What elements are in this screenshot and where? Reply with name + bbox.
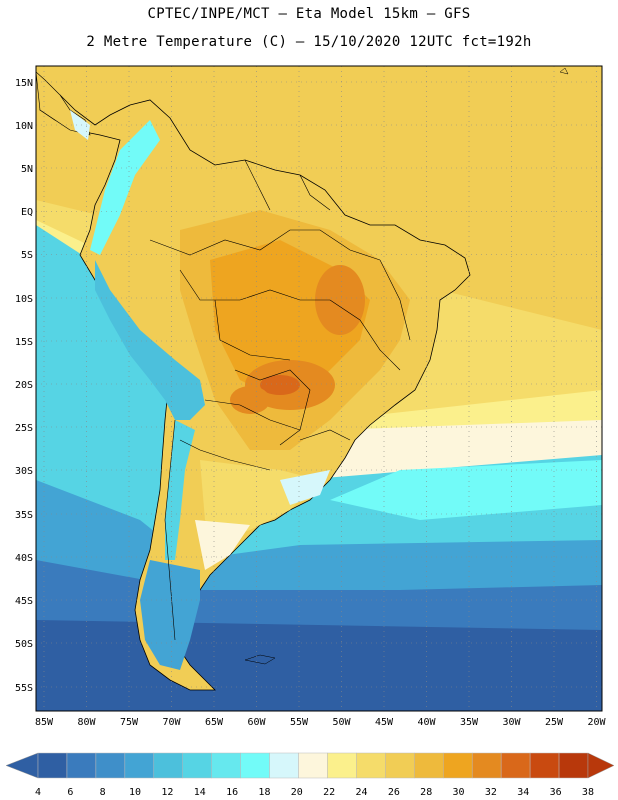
colorbar-swatch xyxy=(240,752,270,779)
patagonia-cool xyxy=(140,560,200,670)
colorbar-swatch xyxy=(298,752,328,779)
andes-north-cool xyxy=(90,120,160,255)
colorbar-tick-label: 32 xyxy=(485,787,497,798)
colorbar-swatch xyxy=(269,752,299,779)
colorbar-swatch xyxy=(124,752,155,779)
colorbar-tick-label: 10 xyxy=(129,787,141,798)
colorbar-tick-label: 22 xyxy=(323,787,335,798)
lat-label: 35S xyxy=(15,510,33,521)
lat-label: 30S xyxy=(15,466,33,477)
lat-label: 50S xyxy=(15,639,33,650)
colorbar-swatch xyxy=(558,752,589,779)
colorbar-arrow-low xyxy=(5,752,39,779)
lon-label: 85W xyxy=(35,717,54,728)
colorbar-tick-label: 16 xyxy=(226,787,238,798)
lat-label: 25S xyxy=(15,423,33,434)
lon-label: 45W xyxy=(375,717,394,728)
colorbar-swatch xyxy=(385,752,415,779)
lat-label: 10S xyxy=(15,294,33,305)
colorbar-tick-label: 30 xyxy=(453,787,465,798)
colorbar-arrow-high xyxy=(587,752,615,779)
colorbar-tick-label: 14 xyxy=(194,787,206,798)
colorbar-swatch xyxy=(471,752,502,779)
colorbar-swatch xyxy=(414,752,444,779)
colorbar-swatch xyxy=(443,752,473,779)
colorbar-tick-label: 20 xyxy=(291,787,303,798)
colorbar-swatch xyxy=(500,752,531,779)
lon-label: 75W xyxy=(120,717,139,728)
caribbean-island xyxy=(559,67,569,75)
map-title: CPTEC/INPE/MCT – Eta Model 15km – GFS xyxy=(147,6,471,22)
map-frame xyxy=(35,65,603,712)
lat-label: EQ xyxy=(21,207,33,218)
colorbar-swatch xyxy=(356,752,386,779)
lat-label: 15N xyxy=(15,78,33,89)
lat-label: 5S xyxy=(21,250,33,261)
lat-label: 10N xyxy=(15,121,33,132)
map-subtitle: 2 Metre Temperature (C) – 15/10/2020 12U… xyxy=(86,34,532,50)
colorbar-tick-label: 38 xyxy=(582,787,594,798)
uruguay-cool-patch xyxy=(280,470,330,505)
colorbar-tick-label: 26 xyxy=(388,787,400,798)
colorbar-tick-label: 24 xyxy=(355,787,367,798)
colorbar-swatch xyxy=(153,752,183,779)
map-field xyxy=(36,66,602,711)
colorbar-swatch xyxy=(327,752,357,779)
colorbar-swatch xyxy=(37,752,68,779)
colorbar-tick-label: 36 xyxy=(550,787,562,798)
lat-label: 20S xyxy=(15,380,33,391)
hotspot-central-brazil xyxy=(315,265,365,335)
colorbar-swatch xyxy=(529,752,560,779)
country-borders xyxy=(149,159,411,641)
lon-label: 60W xyxy=(247,717,266,728)
lat-label: 5N xyxy=(21,164,33,175)
lon-label: 50W xyxy=(332,717,351,728)
colorbar-swatch xyxy=(182,752,212,779)
colorbar-swatch xyxy=(66,752,97,779)
colorbar-tick-label: 6 xyxy=(67,787,73,798)
longitude-labels: 85W 80W 75W 70W 65W 60W 55W 50W 45W 40W … xyxy=(35,717,607,728)
colorbar-swatch xyxy=(95,752,126,779)
latitude-labels: 15N 10N 5N EQ 5S 10S 15S 20S 25S 30S 35S… xyxy=(15,78,33,694)
colorbar-swatch xyxy=(211,752,241,779)
lon-label: 30W xyxy=(502,717,521,728)
lat-label: 45S xyxy=(15,596,33,607)
colorbar-tick-label: 4 xyxy=(35,787,41,798)
lon-label: 25W xyxy=(545,717,564,728)
colorbar-tick-label: 34 xyxy=(517,787,529,798)
colorbar-tick-label: 8 xyxy=(100,787,106,798)
lat-label: 40S xyxy=(15,553,33,564)
andes-central-cool xyxy=(95,260,205,420)
colorbar-tick-label: 12 xyxy=(161,787,173,798)
lon-label: 80W xyxy=(77,717,96,728)
lon-label: 65W xyxy=(205,717,224,728)
lon-label: 35W xyxy=(460,717,479,728)
colorbar-tick-label: 28 xyxy=(420,787,432,798)
colorbar-tick-label: 18 xyxy=(258,787,270,798)
lat-label: 55S xyxy=(15,683,33,694)
lat-label: 15S xyxy=(15,337,33,348)
lon-label: 40W xyxy=(417,717,436,728)
falkland-islands xyxy=(244,654,276,665)
lon-label: 20W xyxy=(587,717,606,728)
temperature-colorbar: 4 6 8 10 12 14 16 18 20 22 24 26 28 30 32 34 36 38 xyxy=(5,752,615,798)
lon-label: 55W xyxy=(290,717,309,728)
lon-label: 70W xyxy=(162,717,181,728)
